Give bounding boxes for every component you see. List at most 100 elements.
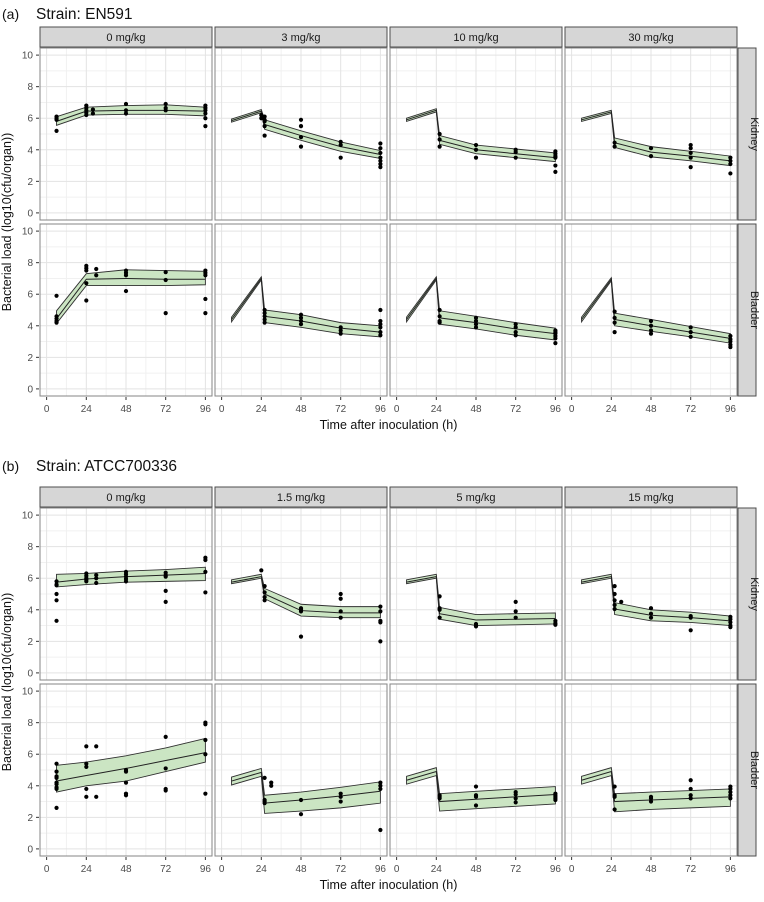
facet-bladder-30mgkg — [564, 223, 738, 397]
data-point — [612, 584, 617, 589]
row-strip — [737, 47, 757, 221]
data-point — [648, 606, 654, 611]
data-point — [612, 315, 617, 320]
panel-border — [564, 683, 738, 857]
data-point — [94, 273, 99, 278]
x-tick-label: 96 — [550, 864, 562, 875]
data-point — [648, 331, 654, 336]
x-tick-label: 48 — [645, 404, 657, 415]
data-point — [513, 150, 518, 155]
data-point — [728, 796, 733, 801]
data-point — [298, 124, 304, 129]
data-point — [612, 606, 617, 612]
data-point — [378, 827, 383, 833]
prediction-median-line — [231, 576, 381, 614]
data-point — [298, 322, 304, 327]
data-point — [648, 328, 654, 333]
x-tick-label: 96 — [550, 404, 562, 415]
col-strip-label: 3 mg/kg — [281, 32, 320, 44]
data-point — [203, 111, 208, 116]
data-point — [163, 588, 168, 593]
data-point — [298, 812, 304, 817]
facet-bladder-5mgkg — [389, 683, 563, 857]
data-point — [262, 801, 267, 806]
panel-border — [564, 507, 738, 681]
data-point — [298, 135, 304, 140]
data-point — [513, 609, 518, 614]
y-tick-label: 6 — [27, 574, 33, 585]
data-point — [298, 315, 304, 320]
col-strip-label: 1.5 mg/kg — [277, 492, 325, 504]
data-point — [54, 761, 59, 766]
data-point — [513, 322, 518, 327]
data-point — [688, 786, 693, 792]
x-tick-label: 48 — [120, 864, 132, 875]
data-point — [298, 312, 304, 317]
y-tick-label: 2 — [27, 353, 33, 364]
data-point — [612, 602, 617, 608]
panel-border — [564, 47, 738, 221]
data-point — [473, 142, 479, 148]
data-point — [262, 133, 267, 138]
data-point — [612, 329, 617, 335]
data-point — [688, 329, 693, 335]
data-point — [259, 116, 264, 121]
data-point — [612, 598, 617, 603]
data-point — [378, 165, 383, 170]
y-tick-label: 10 — [22, 687, 34, 698]
prediction-median-line — [581, 277, 731, 339]
data-point — [94, 266, 99, 272]
data-point — [688, 146, 693, 151]
data-point — [688, 615, 693, 620]
data-point — [513, 615, 518, 620]
data-point — [612, 591, 617, 597]
data-point — [54, 293, 59, 298]
data-point — [338, 155, 343, 160]
data-point — [338, 325, 343, 330]
y-tick-label: 8 — [27, 542, 33, 553]
col-strip-label: 5 mg/kg — [456, 492, 495, 504]
prediction-median-line — [231, 110, 381, 156]
data-point — [378, 150, 383, 156]
data-point — [437, 796, 442, 801]
panel-tag-a: (a) — [2, 6, 20, 22]
y-tick-label: 8 — [27, 258, 33, 269]
data-point — [473, 803, 479, 808]
y-tick-label: 6 — [27, 750, 33, 761]
data-point — [54, 618, 59, 623]
col-strip — [389, 26, 563, 48]
data-point — [203, 752, 208, 757]
data-point — [688, 155, 693, 160]
data-point — [94, 572, 99, 578]
x-tick-label: 48 — [645, 864, 657, 875]
prediction-ribbon — [56, 737, 206, 793]
data-point — [123, 108, 129, 113]
data-point — [338, 328, 343, 333]
facet-bladder-1.5mgkg — [214, 683, 388, 857]
data-point — [473, 315, 479, 320]
data-point — [648, 615, 654, 620]
facet-bladder-3mgkg — [214, 223, 388, 397]
y-tick-label: 8 — [27, 718, 33, 729]
y-tick-label: 0 — [27, 208, 33, 219]
y-axis-title: Bacterial load (log10(cfu/organ)) — [0, 133, 14, 312]
data-point — [84, 761, 89, 766]
x-tick-label: 24 — [606, 404, 618, 415]
data-point — [612, 144, 617, 149]
data-point — [163, 311, 168, 316]
data-point — [728, 333, 733, 339]
row-strip-label: Kidney — [748, 117, 760, 151]
data-point — [688, 334, 693, 339]
data-point — [553, 341, 558, 346]
data-point — [54, 128, 59, 133]
data-point — [259, 112, 264, 118]
data-point — [54, 805, 59, 810]
panel-tag-b: (b) — [2, 458, 20, 474]
col-strip — [564, 486, 738, 508]
data-point — [203, 103, 208, 108]
data-point — [123, 288, 129, 294]
data-point — [163, 105, 168, 111]
data-point — [688, 793, 693, 798]
x-tick-label: 24 — [606, 864, 618, 875]
y-tick-label: 0 — [27, 384, 33, 395]
